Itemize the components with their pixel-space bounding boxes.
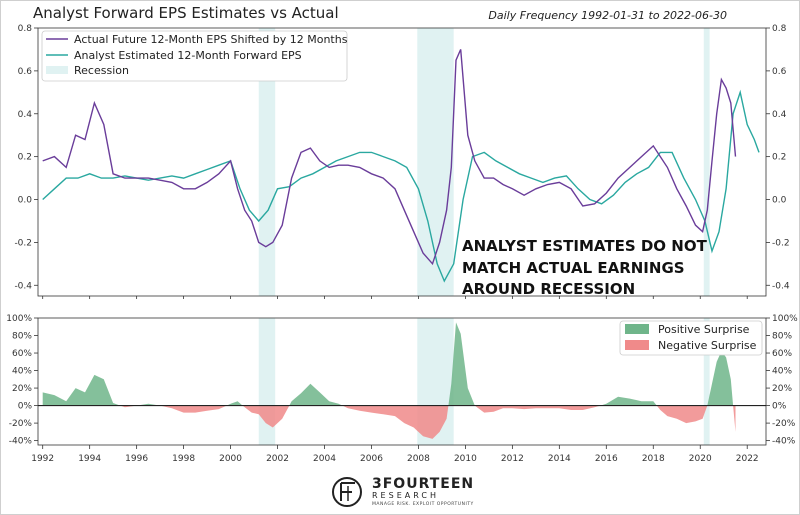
xtick-label-15: 2022 — [736, 454, 759, 464]
xtick-label-13: 2018 — [642, 454, 665, 464]
bottom-y-axis: -40% -40% -20% -20% 0% 0% 20% 20% 40% 40% 60% 60% 80… — [6, 314, 798, 447]
bottom-legend-box — [619, 320, 763, 356]
xtick-label-1: 1994 — [78, 454, 101, 464]
bottom-ytick-label-left-6: 80% — [12, 332, 32, 342]
legend-label-actual: Actual Future 12-Month EPS Shifted by 12… — [74, 33, 348, 46]
xtick-label-6: 2004 — [313, 454, 336, 464]
xtick-label-9: 2010 — [454, 454, 477, 464]
x-axis: 1992 1994 1996 1998 2000 2002 2004 2006 2008 2010… — [31, 296, 759, 464]
bottom-legend: Positive Surprise Negative Surprise — [619, 320, 763, 356]
xtick-label-4: 2000 — [219, 454, 242, 464]
legend-swatch-positive — [625, 324, 649, 334]
bottom-ytick-label-right-1: -20% — [772, 419, 796, 429]
bottom-ytick-label-left-4: 40% — [12, 367, 32, 377]
recession-band-bottom-2 — [703, 318, 710, 445]
bottom-ytick-label-left-7: 100% — [6, 314, 32, 324]
xtick-label-10: 2012 — [501, 454, 524, 464]
bottom-ytick-label-left-1: -20% — [9, 419, 33, 429]
xtick-label-0: 1992 — [31, 454, 54, 464]
bottom-ytick-label-right-7: 100% — [772, 314, 798, 324]
chart-subtitle: Daily Frequency 1992-01-31 to 2022-06-30 — [488, 9, 727, 22]
legend-label-estimate: Analyst Estimated 12-Month Forward EPS — [74, 49, 302, 62]
top-legend: Actual Future 12-Month EPS Shifted by 12… — [41, 30, 348, 82]
area-negative-surprise — [42, 405, 736, 439]
top-ytick-label-left-3: 0.2 — [18, 153, 32, 163]
xtick-label-14: 2020 — [689, 454, 712, 464]
legend-swatch-negative — [625, 340, 649, 350]
xtick-label-7: 2006 — [360, 454, 383, 464]
top-ytick-label-left-2: 0.0 — [18, 196, 33, 206]
top-ytick-label-left-6: 0.8 — [18, 24, 33, 34]
xtick-label-2: 1996 — [125, 454, 148, 464]
annotation-line-3: AROUND RECESSION — [462, 280, 635, 298]
legend-swatch-recession — [46, 66, 68, 74]
brand-tagline: MANAGE RISK. EXPLOIT OPPORTUNITY — [372, 502, 474, 507]
bottom-ytick-label-left-2: 0% — [18, 402, 33, 412]
xtick-label-8: 2008 — [407, 454, 430, 464]
legend-label-positive: Positive Surprise — [658, 323, 750, 336]
brand-name-secondary: RESEARCH — [372, 491, 439, 500]
xtick-label-12: 2016 — [595, 454, 618, 464]
recession-band-top-2 — [703, 28, 710, 296]
xtick-label-11: 2014 — [548, 454, 571, 464]
bottom-ytick-label-left-5: 60% — [12, 349, 32, 359]
recession-band-top-0 — [258, 28, 276, 296]
series-line-actual — [42, 49, 737, 266]
top-ytick-label-right-0: -0.4 — [772, 281, 790, 291]
xtick-label-5: 2002 — [266, 454, 289, 464]
bottom-ytick-label-left-0: -40% — [9, 437, 33, 447]
bottom-ytick-label-right-5: 60% — [772, 349, 792, 359]
top-recession-bands — [258, 28, 710, 296]
top-ytick-label-left-0: -0.4 — [14, 281, 32, 291]
brand-block: 3FOURTEEN RESEARCH MANAGE RISK. EXPLOIT … — [332, 474, 482, 512]
annotation-line-2: MATCH ACTUAL EARNINGS — [462, 259, 685, 277]
legend-label-recession: Recession — [74, 64, 129, 77]
surprise-area-group — [42, 322, 736, 439]
annotation: ANALYST ESTIMATES DO NOT MATCH ACTUAL EA… — [462, 237, 708, 298]
bottom-ytick-label-left-3: 20% — [12, 384, 32, 394]
series-line-estimate — [42, 89, 760, 283]
legend-label-negative: Negative Surprise — [658, 339, 757, 352]
top-ytick-label-left-5: 0.6 — [18, 67, 33, 77]
brand-name: 3FOURTEEN — [372, 476, 475, 492]
top-ytick-label-right-3: 0.2 — [772, 153, 786, 163]
top-plot-frame — [37, 27, 767, 297]
top-ytick-label-right-4: 0.4 — [772, 110, 787, 120]
top-y-axis: -0.4 -0.4 -0.2 -0.2 0.0 0.0 0.2 0.2 0.4 0.4 0.6 0.6… — [14, 24, 789, 291]
recession-band-top-1 — [417, 28, 454, 296]
chart-title: Analyst Forward EPS Estimates vs Actual — [33, 4, 339, 22]
top-ytick-label-right-6: 0.8 — [772, 24, 787, 34]
bottom-ytick-label-right-4: 40% — [772, 367, 792, 377]
bottom-ytick-label-right-0: -40% — [772, 437, 796, 447]
xtick-label-3: 1998 — [172, 454, 195, 464]
top-ytick-label-right-2: 0.0 — [772, 196, 787, 206]
bottom-ytick-label-right-2: 0% — [772, 402, 787, 412]
annotation-line-1: ANALYST ESTIMATES DO NOT — [462, 237, 708, 255]
top-ytick-label-left-1: -0.2 — [14, 238, 32, 248]
top-ytick-label-left-4: 0.4 — [18, 110, 33, 120]
top-ytick-label-right-1: -0.2 — [772, 238, 790, 248]
bottom-ytick-label-right-3: 20% — [772, 384, 792, 394]
top-legend-box — [41, 30, 348, 82]
bottom-plot-frame — [37, 317, 767, 446]
top-ytick-label-right-5: 0.6 — [772, 67, 787, 77]
bottom-ytick-label-right-6: 80% — [772, 332, 792, 342]
brand-logo-icon — [332, 477, 362, 507]
